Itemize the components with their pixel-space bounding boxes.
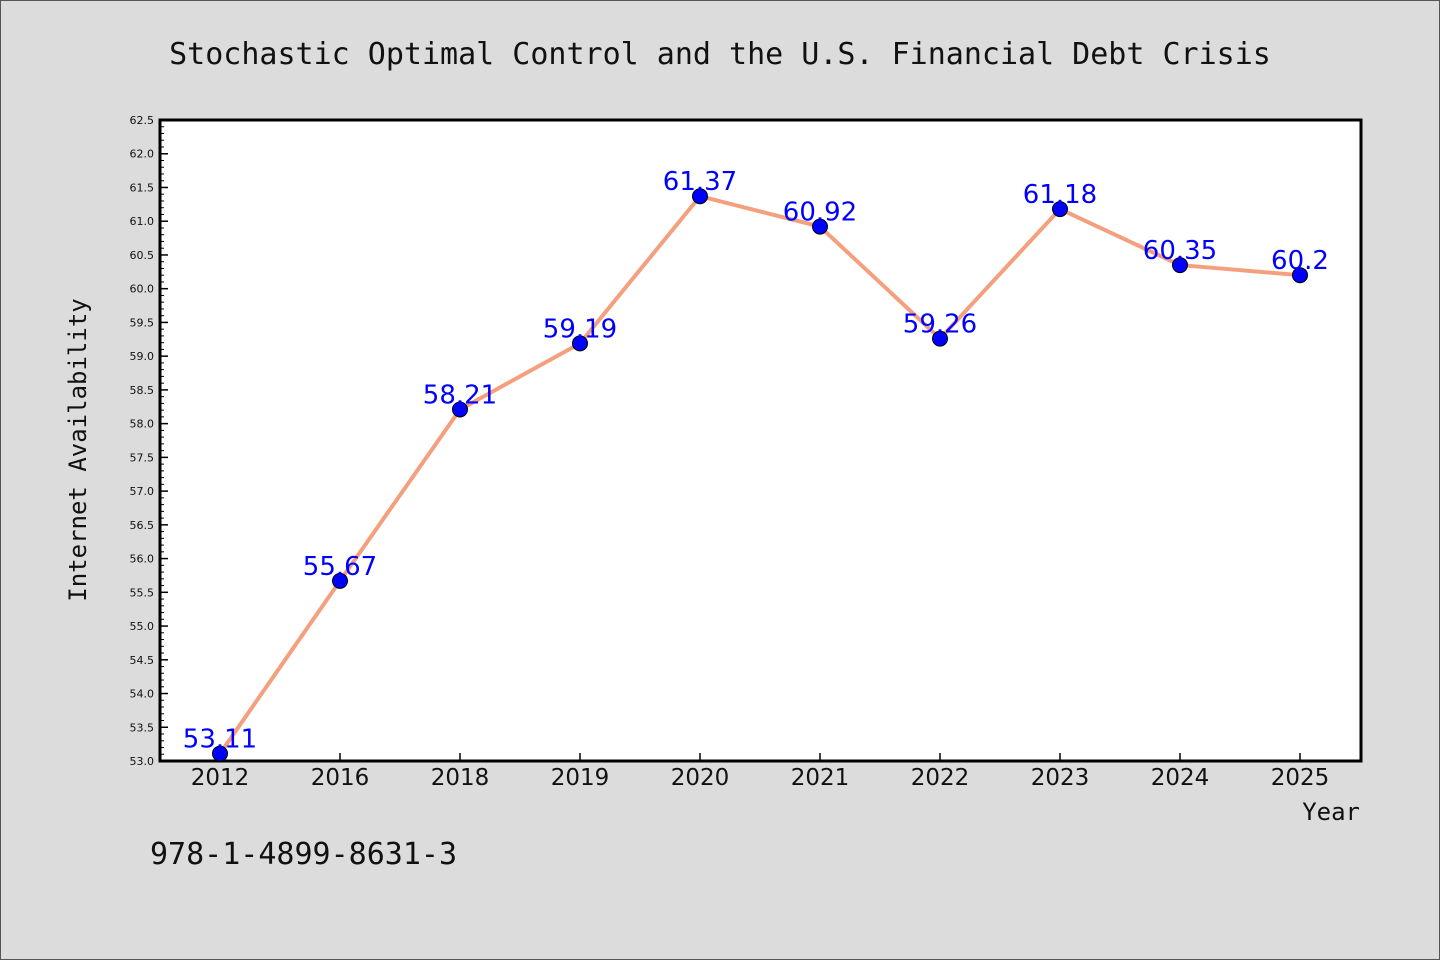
y-tick-label: 57.5 (130, 451, 155, 464)
data-labels-group: 53.11 55.67 58.21 59.19 61.37 60.92 59.26 61.18… (183, 167, 1329, 754)
data-label: 60.2 (1271, 246, 1329, 276)
data-point (1172, 257, 1188, 274)
y-tick-label: 61.5 (130, 181, 155, 194)
data-point (452, 401, 468, 418)
y-tick-label: 53.5 (130, 721, 155, 734)
y-tick-label: 62.5 (130, 114, 155, 127)
y-tick-label: 53.0 (130, 755, 155, 768)
data-label: 60.92 (783, 198, 857, 228)
y-axis-label: Internet Availability (64, 298, 92, 601)
data-point (572, 335, 588, 352)
data-point (932, 330, 948, 347)
y-tick-label: 60.0 (130, 283, 155, 296)
y-tick-label: 59.5 (130, 316, 155, 329)
x-tick-label: 2022 (911, 765, 970, 791)
y-tick-label: 55.5 (130, 586, 155, 599)
x-tick-label: 2012 (191, 765, 250, 791)
data-label: 55.67 (303, 552, 377, 582)
x-tick-label: 2023 (1031, 765, 1090, 791)
y-tick-label: 62.0 (130, 148, 155, 161)
y-tick-label: 54.5 (130, 654, 155, 667)
data-label: 58.21 (423, 380, 497, 410)
y-tick-label: 56.5 (130, 519, 155, 532)
x-tick-label: 2025 (1271, 765, 1330, 791)
y-tick-label: 59.0 (130, 350, 155, 363)
series-group (218, 194, 1301, 755)
x-tick-label: 2020 (671, 765, 730, 791)
chart-title: Stochastic Optimal Control and the U.S. … (169, 37, 1271, 72)
data-label: 59.19 (543, 314, 617, 344)
y-tick-label: 55.0 (130, 620, 155, 633)
data-point (692, 188, 708, 205)
plot-area (158, 118, 1363, 763)
y-tick-label: 60.5 (130, 249, 155, 262)
data-label: 53.11 (183, 725, 257, 755)
x-tick-label: 2018 (431, 765, 490, 791)
data-point (1052, 201, 1068, 218)
footer-isbn-text: 978-1-4899-8631-3 (150, 837, 457, 872)
series-line (218, 194, 1301, 755)
x-tick-label: 2019 (551, 765, 610, 791)
x-tick-label: 2016 (311, 765, 370, 791)
y-tick-label: 56.0 (130, 553, 155, 566)
data-label: 59.26 (903, 310, 977, 340)
data-point (812, 218, 828, 235)
x-tick-label: 2024 (1151, 765, 1210, 791)
x-tick-label: 2021 (791, 765, 850, 791)
y-tick-label: 58.5 (130, 384, 155, 397)
data-label: 60.35 (1143, 236, 1217, 266)
y-tick-label: 57.0 (130, 485, 155, 498)
x-axis-ticks: 2012 2016 2018 2019 2020 2021 2022 2023 2024 2025 (191, 753, 1330, 791)
x-axis-label: Year (1302, 798, 1360, 826)
y-axis-ticks: 53.0 53.5 54.0 54.5 55.0 55.5 56.0 56.5 57.0 57.5… (130, 114, 168, 768)
y-tick-label: 54.0 (130, 688, 155, 701)
y-tick-label: 61.0 (130, 215, 155, 228)
y-tick-label: 58.0 (130, 418, 155, 431)
data-point (1292, 267, 1308, 284)
data-point (332, 572, 348, 589)
points-group (212, 188, 1308, 762)
data-label: 61.37 (663, 167, 737, 197)
data-label: 61.18 (1023, 180, 1097, 210)
data-point (212, 745, 228, 762)
